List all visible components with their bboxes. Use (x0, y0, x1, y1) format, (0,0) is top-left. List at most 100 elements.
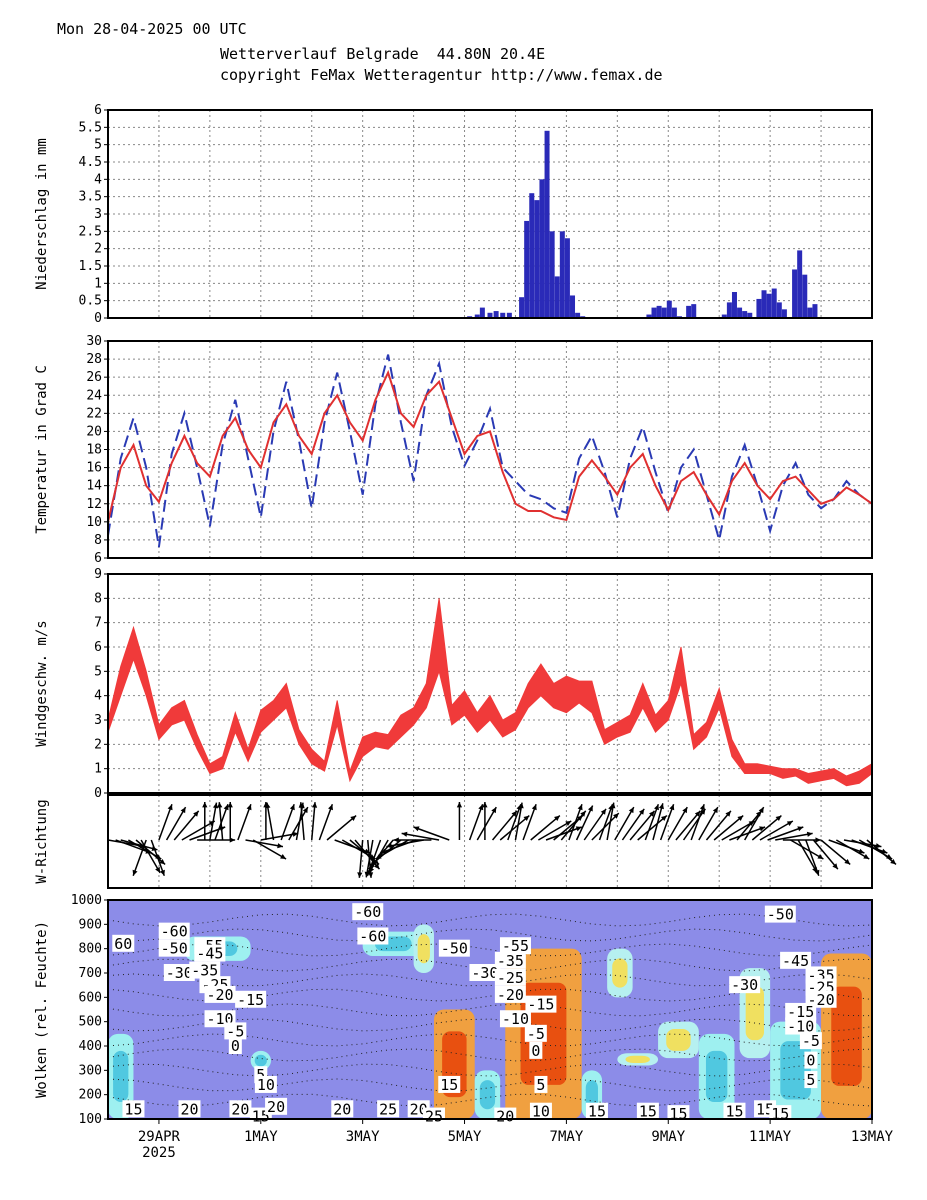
wind-arrow-head (531, 804, 537, 811)
cloud-humidity-panel: -6060-50-55-45-30-35-25-20-15-10-5051015… (34, 893, 894, 1161)
precip-bar (493, 311, 499, 318)
wind-arrow (165, 806, 187, 841)
precip-bar (519, 297, 525, 318)
cloud-y-tick-label: 800 (79, 942, 102, 957)
wind-arrow-head (815, 837, 821, 843)
contour-label-bg (438, 1075, 461, 1093)
contour-label-bg (494, 1107, 517, 1125)
wind-y-tick-label: 0 (94, 786, 102, 801)
wind-arrow (135, 839, 166, 866)
wind-arrow-head (265, 802, 271, 809)
wind-arrow (698, 806, 719, 841)
forecast-date: Mon 28-04-2025 00 UTC (57, 20, 247, 38)
precip-bar (651, 307, 657, 318)
contour-label-bg (494, 951, 526, 969)
contour-label-bg (112, 934, 135, 952)
wind-arrow-head (371, 858, 378, 865)
wind-arrow (797, 839, 818, 874)
wind-arrow (705, 810, 732, 841)
wind-arrow-head (375, 854, 382, 859)
wind-y-tick-label: 6 (94, 640, 102, 655)
direction-frame (107, 794, 873, 889)
cloud-y-tick-label: 300 (79, 1063, 102, 1078)
wind-arrow-head (806, 831, 813, 837)
wind-arrow (736, 810, 763, 841)
wind-arrow (820, 839, 851, 866)
contour-label: -50 (767, 906, 794, 924)
contour-label-bg (254, 1075, 277, 1093)
contour-label-bg (804, 1051, 818, 1069)
wind-arrow-head (386, 843, 393, 849)
wind-arrow-head (212, 802, 219, 809)
wind-arrow (729, 826, 766, 841)
wind-arrow-head (700, 808, 706, 815)
contour-label-bg (729, 976, 761, 994)
wind-arrow-head (393, 837, 399, 843)
x-tick-label: 13MAY (851, 1129, 894, 1145)
wind-arrow-head (725, 810, 731, 817)
wind-arrow (218, 802, 224, 841)
wind-arrow (621, 808, 645, 841)
wind-arrow-head (456, 802, 463, 808)
wind-arrow-head (577, 804, 583, 811)
contour-label-bg (499, 937, 531, 955)
precip-bar (761, 290, 767, 318)
temp-axis-label: Temperatur in Grad C (34, 365, 50, 534)
contour-label: -5 (226, 1022, 244, 1040)
cloud-patch-core (625, 1055, 650, 1064)
wind-arrow (245, 839, 284, 848)
contour-label: 60 (114, 935, 132, 953)
precip-y-tick-label: 5.5 (79, 120, 102, 135)
wind-arrow-head (613, 813, 619, 819)
contour-label: -50 (161, 940, 188, 958)
precip-y-tick-label: 4.5 (79, 155, 102, 170)
wind-arrow-head (280, 854, 287, 859)
wind-y-tick-label: 9 (94, 567, 102, 582)
wind-arrow (583, 808, 607, 841)
contour-label: 15 (440, 1076, 458, 1094)
wind-arrow (614, 806, 635, 841)
contour-label: 15 (771, 1105, 789, 1123)
temp-y-tick-label: 12 (86, 497, 102, 512)
wind-arrow-head (881, 848, 888, 854)
temp-y-tick-label: 26 (86, 370, 102, 385)
wind-y-tick-label: 3 (94, 713, 102, 728)
wind-y-tick-label: 2 (94, 737, 102, 752)
temp-y-tick-label: 18 (86, 443, 102, 458)
wind-arrow (413, 826, 450, 841)
precip-bar (771, 288, 777, 318)
contour-label-bg (769, 1105, 792, 1123)
wind-arrow (606, 802, 615, 841)
contour-label-bg (178, 1100, 201, 1118)
contour-label: 25 (425, 1108, 443, 1126)
temp-y-tick-label: 24 (86, 388, 102, 403)
contour-label-bg (122, 1100, 145, 1118)
wind-arrow-head (575, 826, 582, 832)
x-tick-label: 11MAY (749, 1129, 792, 1145)
wind-arrow-head (694, 810, 701, 817)
contour-label-bg (189, 961, 221, 979)
temp-y-tick-label: 14 (86, 479, 102, 494)
wind-arrow (751, 814, 782, 841)
contour-line (107, 1063, 873, 1077)
contour-label-bg (534, 1075, 548, 1093)
contour-label: 20 (496, 1108, 514, 1126)
temp-y-tick-label: 10 (86, 515, 102, 530)
precip-bar (487, 312, 493, 318)
precip-bar (524, 220, 530, 318)
wind-arrow (326, 814, 357, 841)
temp-y-tick-label: 22 (86, 406, 102, 421)
contour-label-bg (265, 1097, 288, 1115)
precip-bar (554, 276, 560, 318)
wind-arrow (468, 804, 484, 841)
contour-label: -20 (497, 986, 524, 1004)
wind-arrow-head (669, 804, 675, 811)
wind-arrow (759, 820, 794, 841)
wind-arrow (659, 804, 675, 841)
precip-bar (529, 193, 535, 318)
wind-y-tick-label: 8 (94, 591, 102, 606)
contour-label: 0 (231, 1037, 240, 1055)
precip-y-tick-label: 5 (94, 138, 102, 153)
temp-frame (107, 340, 873, 559)
temp-y-tick-label: 28 (86, 352, 102, 367)
